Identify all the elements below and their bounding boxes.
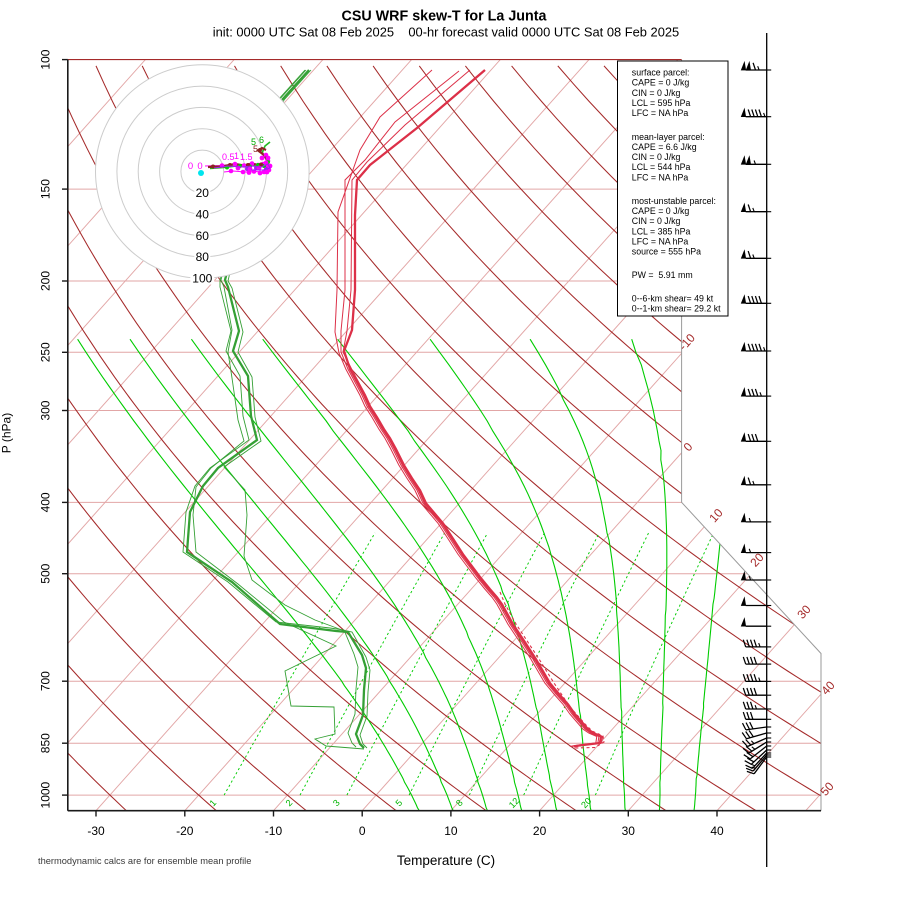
svg-text:2: 2 [284, 798, 295, 809]
svg-text:6: 6 [259, 135, 264, 145]
svg-text:10: 10 [444, 824, 458, 838]
svg-text:CSU WRF skew-T for La Junta: CSU WRF skew-T for La Junta [342, 9, 548, 25]
svg-text:5: 5 [393, 798, 404, 809]
svg-text:30: 30 [622, 824, 636, 838]
svg-text:CIN = 0 J/kg: CIN = 0 J/kg [632, 216, 681, 226]
svg-text:60: 60 [196, 229, 210, 243]
svg-text:LCL = 595 hPa: LCL = 595 hPa [632, 98, 691, 108]
svg-text:5: 5 [253, 144, 258, 154]
svg-text:surface parcel:: surface parcel: [632, 68, 690, 78]
svg-text:P (hPa): P (hPa) [0, 413, 14, 453]
svg-text:80: 80 [196, 250, 210, 264]
svg-text:CIN = 0 J/kg: CIN = 0 J/kg [632, 88, 681, 98]
svg-text:LFC = NA hPa: LFC = NA hPa [632, 172, 689, 182]
svg-text:40: 40 [710, 824, 724, 838]
svg-text:CAPE = 6.6 J/kg: CAPE = 6.6 J/kg [632, 142, 697, 152]
svg-text:300: 300 [39, 400, 53, 420]
svg-text:LCL = 544 hPa: LCL = 544 hPa [632, 162, 691, 172]
svg-text:200: 200 [39, 271, 53, 291]
svg-text:400: 400 [39, 492, 53, 512]
svg-text:most-unstable parcel:: most-unstable parcel: [632, 196, 716, 206]
svg-text:20: 20 [196, 186, 210, 200]
svg-text:700: 700 [39, 671, 53, 691]
svg-text:init: 0000 UTC Sat 08 Feb 2025: init: 0000 UTC Sat 08 Feb 2025 00-hr for… [213, 25, 679, 40]
svg-text:CAPE = 0 J/kg: CAPE = 0 J/kg [632, 78, 690, 88]
svg-text:mean-layer parcel:: mean-layer parcel: [632, 132, 705, 142]
svg-text:thermodynamic calcs are for en: thermodynamic calcs are for ensemble mea… [38, 856, 251, 866]
svg-text:250: 250 [39, 342, 53, 362]
svg-text:-10: -10 [265, 824, 283, 838]
svg-text:LFC = NA hPa: LFC = NA hPa [632, 108, 689, 118]
svg-text:LFC = NA hPa: LFC = NA hPa [632, 236, 689, 246]
svg-text:0: 0 [188, 161, 193, 172]
svg-text:0: 0 [359, 824, 366, 838]
svg-text:850: 850 [39, 733, 53, 753]
svg-text:CAPE = 0 J/kg: CAPE = 0 J/kg [632, 206, 690, 216]
svg-text:Temperature (C): Temperature (C) [397, 853, 495, 868]
svg-text:1: 1 [207, 798, 218, 809]
svg-text:0--1-km shear= 29.2 kt: 0--1-km shear= 29.2 kt [632, 304, 721, 314]
svg-text:20: 20 [533, 824, 547, 838]
svg-text:-20: -20 [176, 824, 194, 838]
svg-text:5: 5 [251, 137, 256, 147]
svg-text:1000: 1000 [39, 781, 53, 808]
svg-text:500: 500 [39, 563, 53, 583]
svg-text:100: 100 [39, 49, 53, 69]
svg-text:40: 40 [196, 208, 210, 222]
svg-text:PW = 5.91 mm: PW = 5.91 mm [632, 270, 693, 280]
svg-text:0--6-km shear= 49 kt: 0--6-km shear= 49 kt [632, 294, 714, 304]
svg-text:8: 8 [454, 798, 465, 809]
svg-text:0.5: 0.5 [222, 152, 235, 162]
svg-text:-30: -30 [87, 824, 105, 838]
svg-text:CIN = 0 J/kg: CIN = 0 J/kg [632, 152, 681, 162]
svg-text:150: 150 [39, 179, 53, 199]
svg-text:source = 555 hPa: source = 555 hPa [632, 247, 701, 257]
svg-text:100: 100 [192, 272, 212, 286]
svg-text:1.5: 1.5 [240, 152, 253, 162]
svg-text:LCL = 385 hPa: LCL = 385 hPa [632, 226, 691, 236]
svg-text:3: 3 [331, 798, 342, 809]
svg-text:0: 0 [197, 161, 202, 172]
svg-text:1: 1 [234, 151, 239, 161]
